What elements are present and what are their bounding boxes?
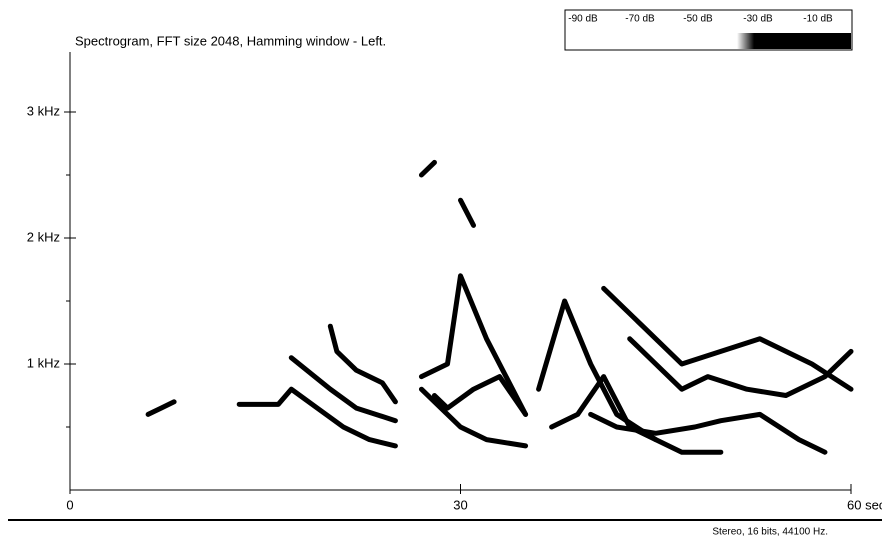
colorbar-label: -10 dB (803, 14, 833, 25)
spectral-trace (458, 197, 477, 228)
spectral-trace (288, 355, 398, 424)
spectral-trace (627, 336, 854, 398)
spectral-trace (236, 386, 398, 449)
spectral-trace (145, 399, 177, 417)
y-tick-label: 3 kHz (27, 103, 60, 118)
spectral-trace (418, 386, 529, 449)
colorbar-label: -30 dB (743, 14, 773, 25)
spectral-trace (588, 411, 828, 455)
y-tick-label: 2 kHz (27, 229, 60, 244)
spectral-trace (418, 159, 437, 178)
spectral-trace (601, 285, 854, 392)
spectral-trace (549, 374, 724, 455)
colorbar-label: -50 dB (683, 14, 713, 25)
colorbar (566, 33, 851, 49)
spectral-trace (327, 323, 398, 405)
x-tick-label: 60 sec (847, 497, 882, 512)
spectral-trace (431, 374, 529, 417)
chart-title: Spectrogram, FFT size 2048, Hamming wind… (75, 33, 386, 48)
footer: Stereo, 16 bits, 44100 Hz. (712, 527, 828, 538)
y-tick-label: 1 kHz (27, 355, 60, 370)
x-tick-label: 30 (453, 497, 467, 512)
colorbar-label: -90 dB (568, 14, 598, 25)
x-tick-label: 0 (66, 497, 73, 512)
spectral-trace (418, 273, 529, 417)
colorbar-label: -70 dB (625, 14, 655, 25)
